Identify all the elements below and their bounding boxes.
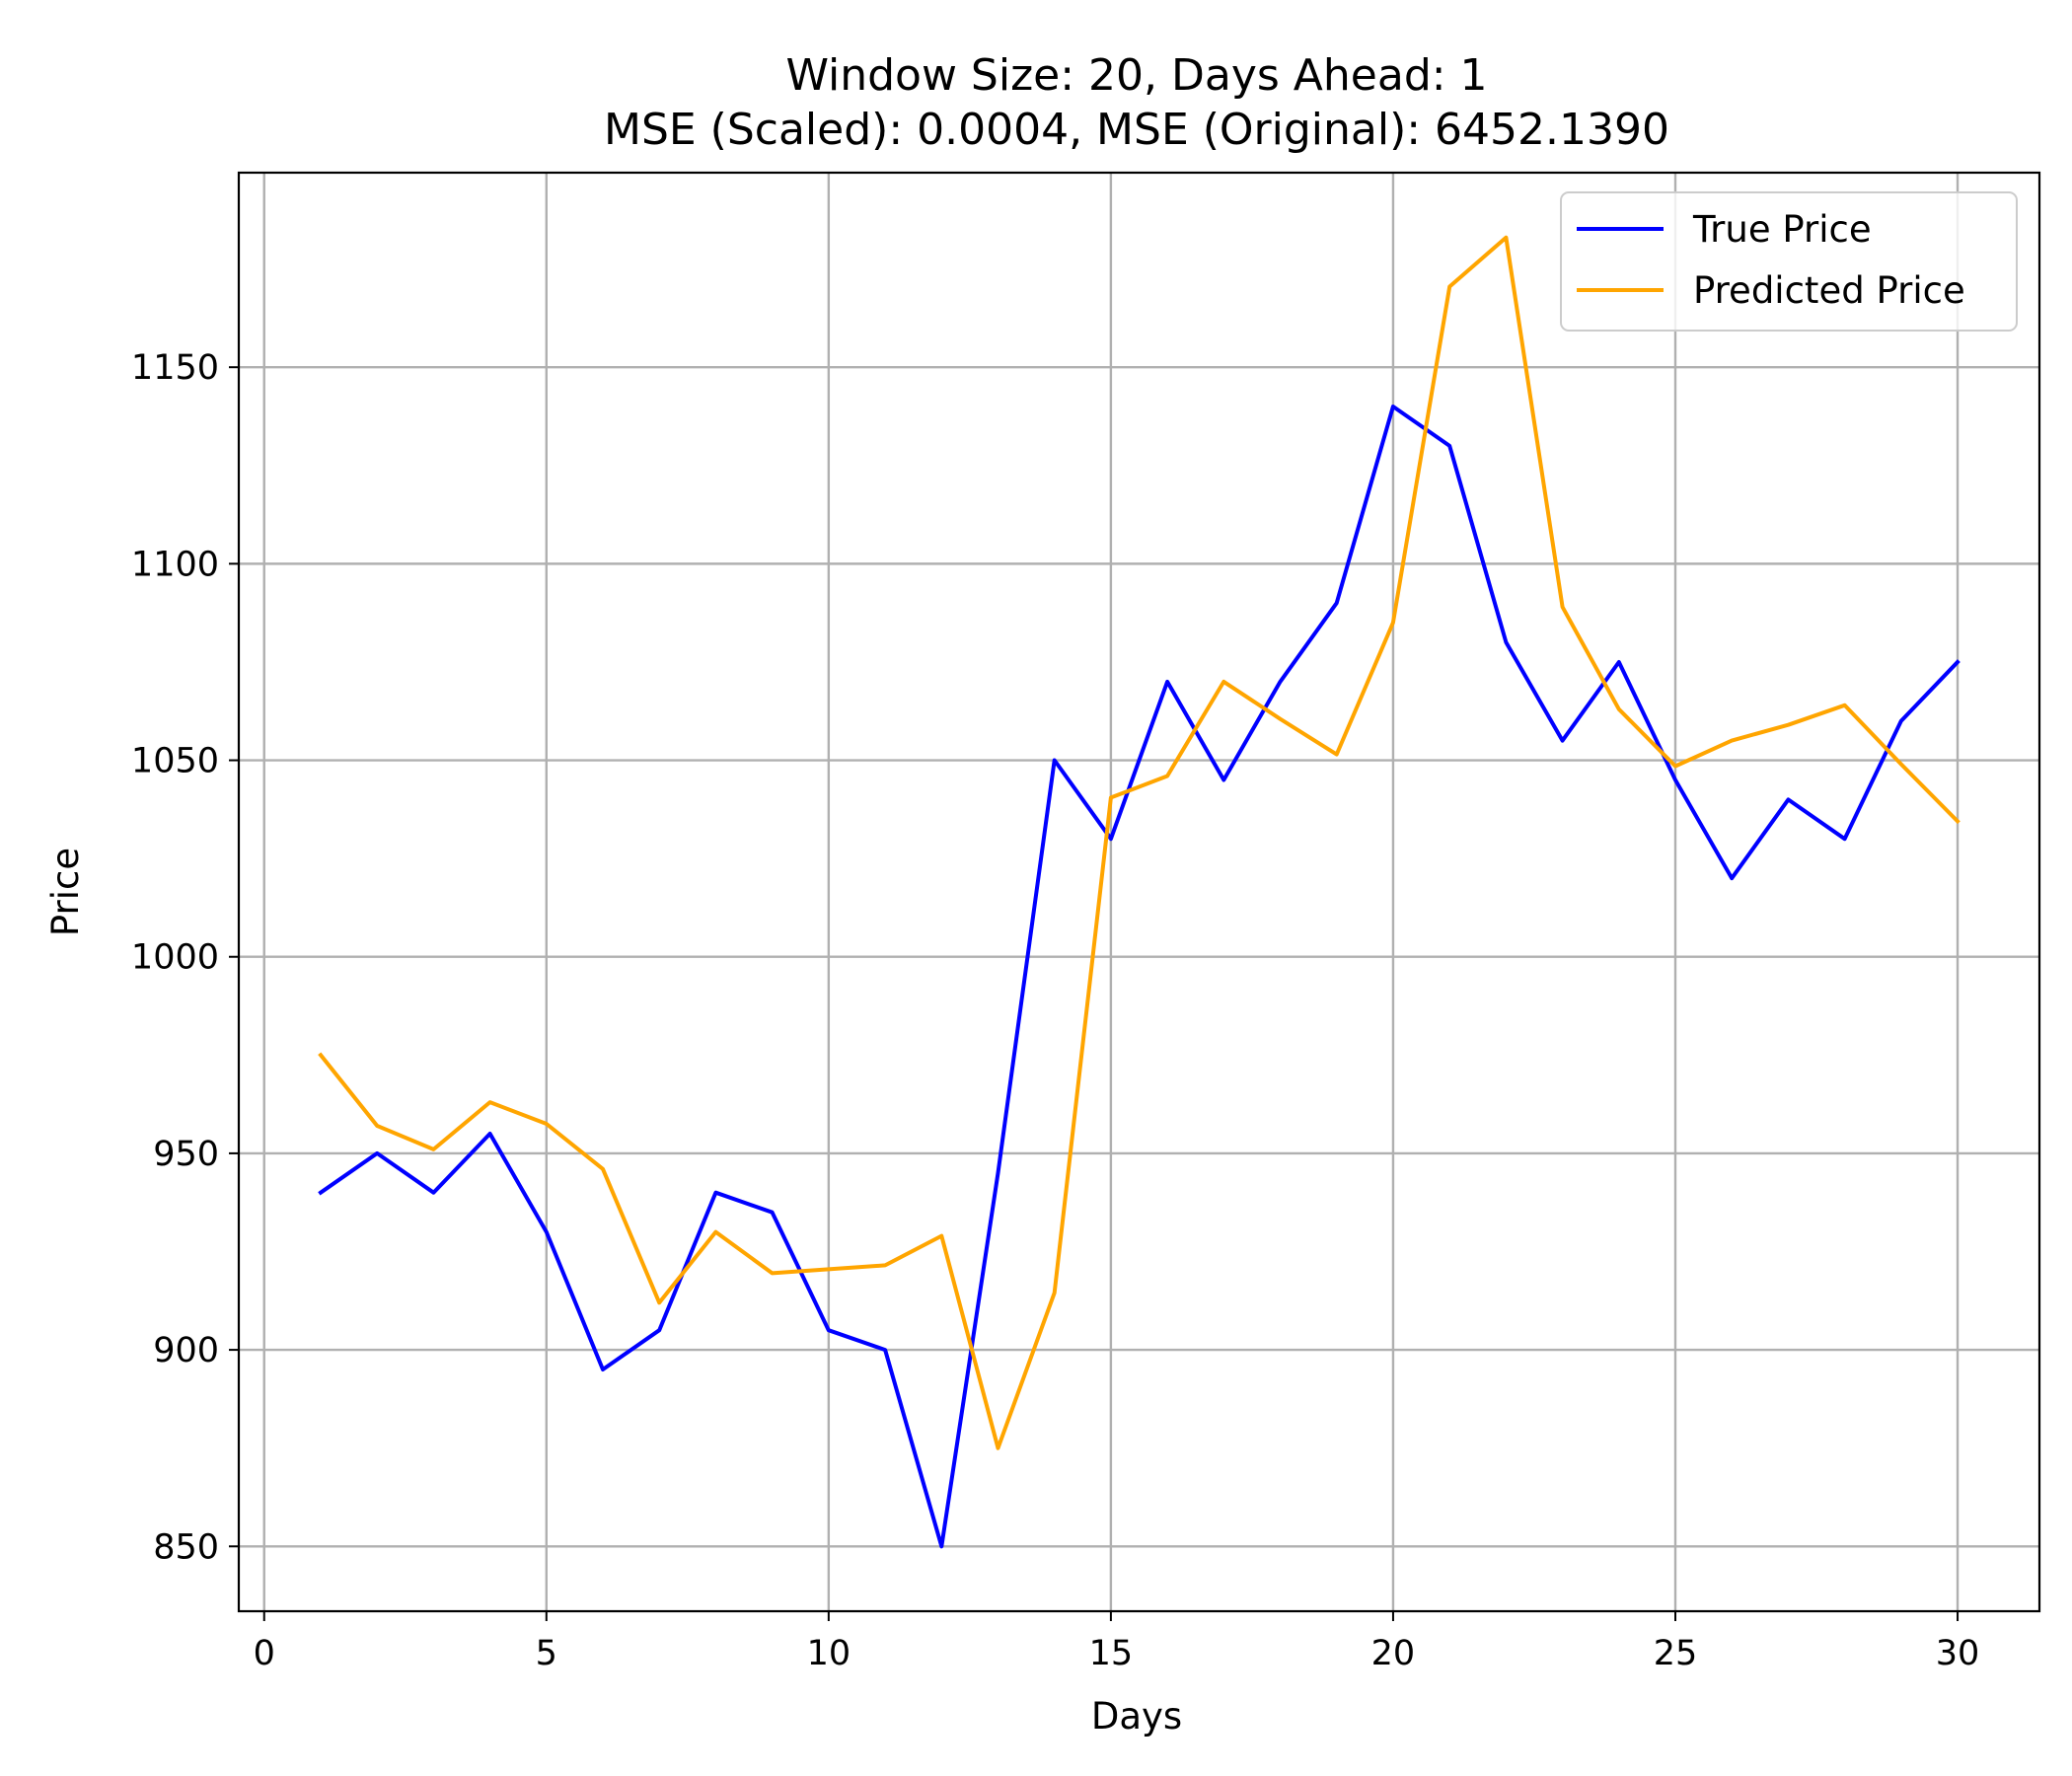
y-axis-label: Price bbox=[44, 848, 87, 936]
x-tick-label: 0 bbox=[254, 1634, 275, 1673]
grid-lines bbox=[239, 173, 2039, 1611]
y-tick-label: 1150 bbox=[131, 348, 219, 388]
y-tick-label: 950 bbox=[153, 1135, 219, 1174]
x-tick-label: 20 bbox=[1371, 1634, 1416, 1673]
x-tick-label: 10 bbox=[807, 1634, 851, 1673]
series-group bbox=[318, 235, 1961, 1549]
y-tick-label: 1000 bbox=[131, 938, 219, 978]
chart-subtitle: MSE (Scaled): 0.0004, MSE (Original): 64… bbox=[604, 105, 1669, 155]
legend-label-true-price: True Price bbox=[1692, 208, 1872, 251]
chart-title: Window Size: 20, Days Ahead: 1 bbox=[785, 50, 1487, 101]
x-axis-label: Days bbox=[1091, 1695, 1182, 1738]
legend-box bbox=[1560, 191, 2018, 332]
series-line-true-price bbox=[318, 405, 1961, 1549]
legend: True Price Predicted Price bbox=[1560, 191, 2018, 332]
y-tick-label: 900 bbox=[153, 1331, 219, 1370]
x-tick-label: 15 bbox=[1089, 1634, 1134, 1673]
plot-frame bbox=[237, 171, 2041, 1613]
y-tick-label: 1050 bbox=[131, 742, 219, 781]
x-tick-label: 5 bbox=[536, 1634, 557, 1673]
axis-ticks: 0 5 10 15 20 25 30 850 900 950 1000 1050 1100 1150 bbox=[131, 348, 1979, 1673]
y-tick-label: 850 bbox=[153, 1527, 219, 1567]
x-tick-label: 30 bbox=[1936, 1634, 1980, 1673]
x-tick-label: 25 bbox=[1654, 1634, 1698, 1673]
legend-label-predicted-price: Predicted Price bbox=[1693, 269, 1965, 312]
series-line-predicted-price bbox=[318, 235, 1961, 1450]
y-tick-label: 1100 bbox=[131, 545, 219, 584]
